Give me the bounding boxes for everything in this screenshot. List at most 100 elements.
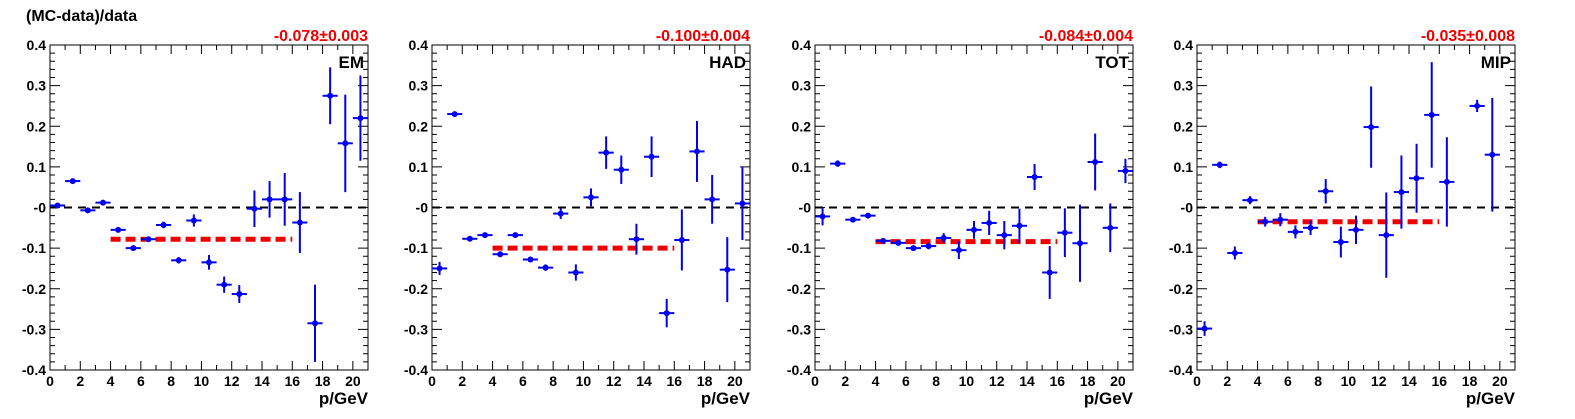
x-tick-label: 6: [1284, 373, 1292, 389]
data-point: [1061, 229, 1068, 236]
data-point: [236, 291, 243, 298]
x-tick-label: 16: [1431, 373, 1447, 389]
data-point: [1122, 167, 1129, 174]
data-point: [466, 235, 473, 242]
data-point: [940, 234, 947, 241]
x-tick-label: 8: [167, 373, 175, 389]
x-axis-title: p/GeV: [319, 389, 369, 408]
data-point: [1231, 250, 1238, 256]
data-point: [1016, 222, 1023, 229]
y-tick-label: 0.2: [409, 118, 429, 134]
data-point: [1216, 161, 1223, 168]
x-tick-label: 14: [1401, 373, 1417, 389]
y-tick-label: 0.4: [792, 37, 812, 53]
y-tick-label: 0.3: [409, 78, 429, 94]
data-point: [633, 236, 640, 243]
data-point: [327, 92, 334, 99]
y-tick-label: 0.1: [409, 159, 429, 175]
x-tick-label: 20: [345, 373, 361, 389]
data-point: [175, 257, 182, 264]
x-tick-label: 16: [284, 373, 300, 389]
y-tick-label: -0.3: [404, 321, 428, 337]
x-tick-label: 16: [1049, 373, 1065, 389]
x-tick-label: 20: [1492, 373, 1508, 389]
x-tick-label: 14: [1019, 373, 1035, 389]
data-point: [54, 202, 61, 209]
chart-panel-had: 0 2 4 6 8 10 12 14 16 18 20 -0.4 -0.3 -0.2 -0.1 -0 0.1 0.…: [404, 28, 751, 408]
data-point: [1489, 151, 1496, 158]
data-point: [1322, 188, 1329, 195]
fit-result-text: -0.078±0.003: [274, 28, 368, 45]
chart-panel-tot: 0 2 4 6 8 10 12 14 16 18 20 -0.4 -0.3 -0.2 -0.1 -0 0.1 0.…: [787, 28, 1134, 408]
y-tick-label: -0: [34, 200, 47, 216]
y-tick-label: 0.2: [27, 118, 47, 134]
y-axis-title: (MC-data)/data: [26, 8, 138, 25]
x-tick-label: 6: [902, 373, 910, 389]
x-tick-label: 20: [1110, 373, 1126, 389]
y-tick-label: 0.4: [1174, 37, 1194, 53]
x-tick-label: 4: [1254, 373, 1262, 389]
data-point: [69, 178, 76, 185]
data-point: [603, 149, 610, 156]
x-tick-label: 8: [1314, 373, 1322, 389]
y-tick-label: 0.3: [1174, 78, 1194, 94]
data-point: [895, 239, 902, 246]
x-tick-label: 12: [606, 373, 622, 389]
x-tick-label: 18: [697, 373, 713, 389]
data-point: [910, 245, 917, 252]
fit-result-text: -0.100±0.004: [656, 28, 750, 45]
data-point: [1247, 197, 1253, 204]
y-tick-label: -0.1: [22, 240, 46, 256]
data-point: [1001, 232, 1008, 239]
data-point: [1474, 102, 1481, 109]
x-tick-label: 2: [76, 373, 84, 389]
y-tick-label: -0.2: [1169, 281, 1193, 297]
y-tick-label: 0.1: [27, 159, 47, 175]
data-point: [130, 245, 137, 252]
panel-label: EM: [339, 53, 365, 72]
x-tick-label: 4: [872, 373, 880, 389]
y-tick-label: 0.4: [409, 37, 429, 53]
data-point: [678, 237, 685, 243]
data-point: [955, 247, 962, 254]
y-tick-label: -0.4: [1169, 362, 1193, 378]
panel-label: MIP: [1481, 53, 1511, 72]
data-point: [115, 226, 122, 233]
fit-result-text: -0.035±0.008: [1421, 28, 1515, 45]
data-point: [1077, 240, 1083, 247]
data-point: [572, 269, 579, 276]
data-point: [849, 216, 856, 223]
data-point: [648, 153, 655, 160]
y-tick-label: -0.1: [1169, 240, 1193, 256]
data-point: [527, 256, 534, 263]
y-tick-label: -0.3: [787, 321, 811, 337]
y-tick-label: 0.1: [1174, 159, 1194, 175]
y-tick-label: -0.1: [404, 240, 428, 256]
y-tick-label: -0: [799, 200, 812, 216]
fit-result-text: -0.084±0.004: [1039, 28, 1133, 45]
x-tick-label: 10: [194, 373, 210, 389]
x-tick-label: 16: [666, 373, 682, 389]
y-tick-label: -0.1: [787, 240, 811, 256]
data-point: [1307, 224, 1314, 231]
chart-panel-mip: 0 2 4 6 8 10 12 14 16 18 20 -0.4 -0.3 -0.2 -0.1 -0 0.1 0.…: [1169, 28, 1516, 408]
data-point: [1383, 232, 1390, 239]
x-tick-label: 2: [1223, 373, 1231, 389]
data-point: [588, 194, 594, 201]
data-point: [436, 265, 443, 272]
panel-label: TOT: [1095, 53, 1129, 72]
y-tick-label: -0: [416, 200, 429, 216]
data-point: [1353, 226, 1359, 233]
data-point: [357, 115, 364, 122]
data-point: [834, 160, 841, 167]
data-point: [251, 205, 258, 212]
data-point: [190, 217, 197, 224]
y-tick-label: -0.2: [404, 281, 428, 297]
data-point: [221, 281, 228, 288]
data-point: [971, 226, 977, 233]
x-tick-label: 0: [1193, 373, 1201, 389]
x-tick-label: 18: [315, 373, 331, 389]
data-point: [100, 199, 106, 206]
data-point: [281, 196, 288, 203]
